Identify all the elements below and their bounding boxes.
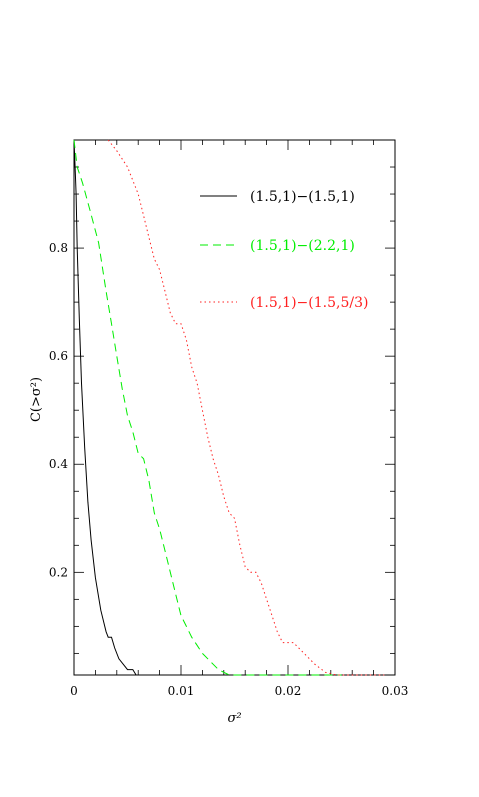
legend-label-1: (1.5,1)−(1.5,1) bbox=[250, 189, 355, 205]
legend-label-2: (1.5,1)−(2.2,1) bbox=[250, 238, 355, 254]
x-tick-label: 0.03 bbox=[382, 684, 409, 698]
legend-label-3: (1.5,1)−(1.5,5/3) bbox=[250, 295, 368, 311]
series-line-1 bbox=[73, 139, 139, 676]
y-tick-label: 0.4 bbox=[49, 457, 68, 471]
x-tick-label: 0.01 bbox=[168, 684, 195, 698]
legend: (1.5,1)−(1.5,1) (1.5,1)−(2.2,1) (1.5,1)−(1… bbox=[200, 189, 368, 311]
series-line-3 bbox=[107, 139, 385, 676]
y-tick-label: 0.2 bbox=[49, 565, 68, 579]
tick-labels: 0 0.01 0.02 0.03 0.2 0.4 0.6 0.8 bbox=[49, 241, 408, 698]
series-line-2 bbox=[73, 139, 342, 676]
plot-frame bbox=[73, 139, 396, 676]
x-axis-label: σ² bbox=[227, 711, 241, 726]
y-tick-label: 0.8 bbox=[49, 241, 68, 255]
y-tick-label: 0.6 bbox=[49, 349, 68, 363]
axis-ticks bbox=[73, 140, 396, 675]
plot-border bbox=[73, 139, 396, 676]
series-layer bbox=[73, 139, 385, 676]
x-tick-label: 0 bbox=[70, 684, 78, 698]
x-tick-label: 0.02 bbox=[275, 684, 302, 698]
y-axis-label: C(>σ²) bbox=[29, 377, 44, 422]
